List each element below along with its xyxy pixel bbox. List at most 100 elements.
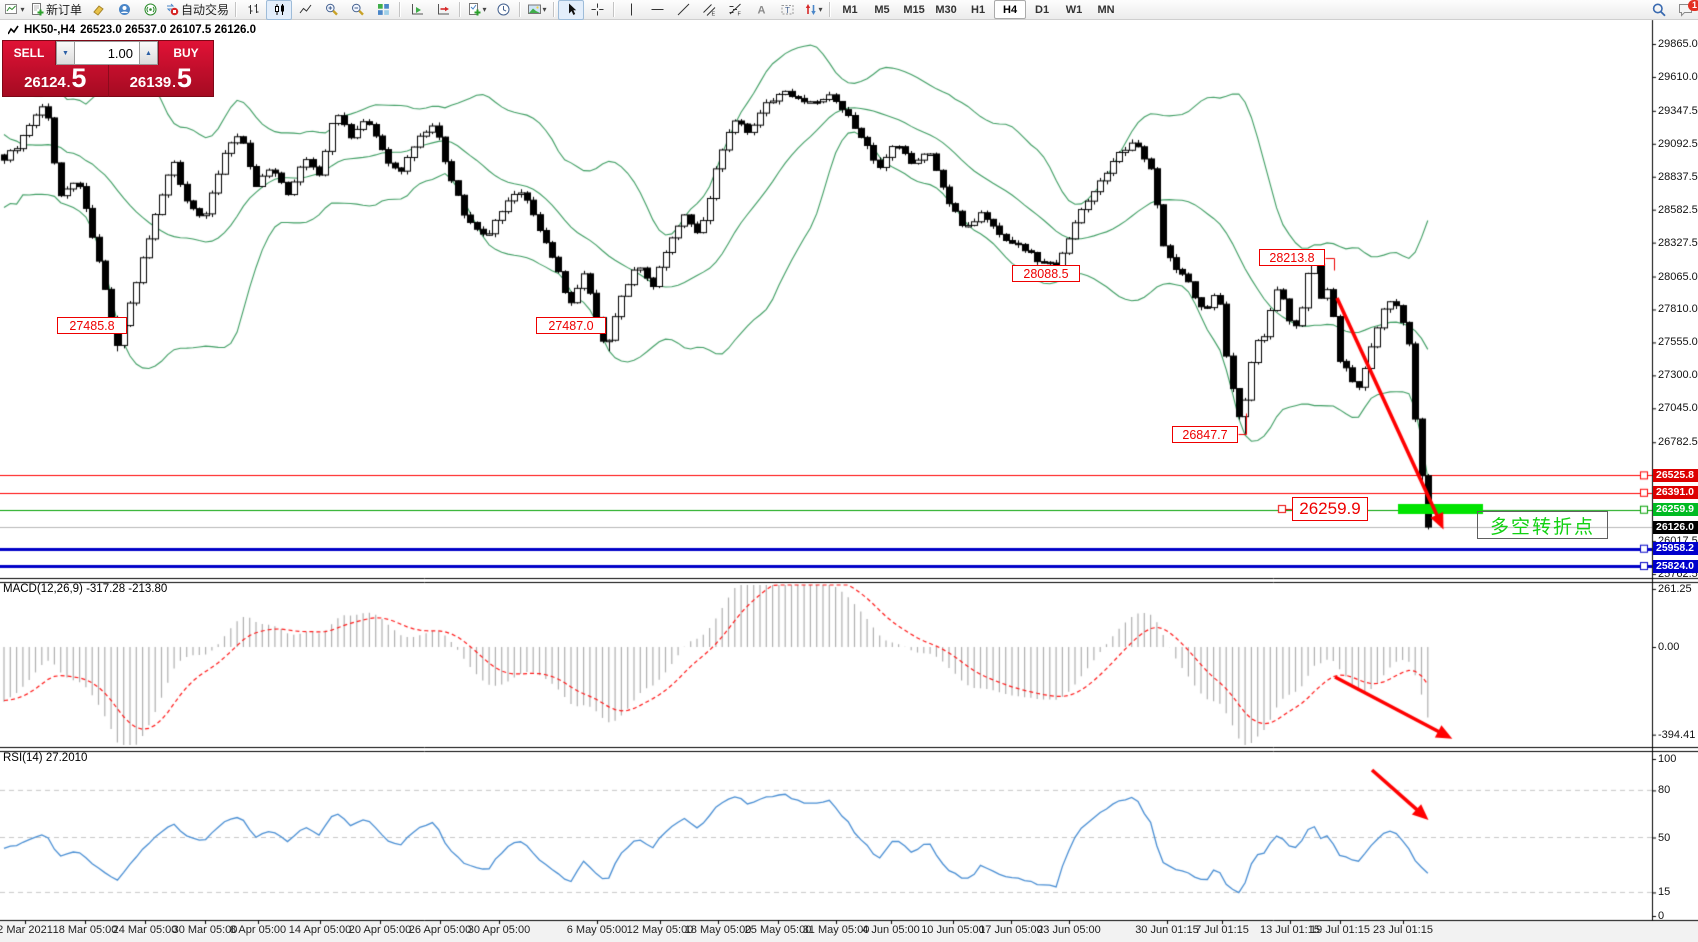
autotrading-button[interactable]: 自动交易 bbox=[163, 0, 232, 20]
time-axis-label: 7 Jul 01:15 bbox=[1195, 924, 1249, 936]
buy-button[interactable]: BUY bbox=[158, 41, 213, 65]
new-chart-icon[interactable]: ▾ bbox=[2, 0, 28, 20]
candlestick-chart-icon bbox=[273, 3, 286, 16]
toolbar-divider bbox=[829, 2, 832, 17]
text-icon[interactable]: A bbox=[748, 0, 774, 20]
chart-price-annotation[interactable]: 28088.5 bbox=[1012, 265, 1080, 282]
timeframe-h1-button[interactable]: H1 bbox=[971, 3, 986, 16]
candlestick-chart-icon[interactable] bbox=[266, 0, 293, 20]
dropdown-caret-icon: ▾ bbox=[482, 4, 487, 14]
price-axis-label: 27810.0 bbox=[1658, 303, 1698, 316]
price-tag: 26525.8 bbox=[1653, 468, 1698, 482]
chart-autoscroll-icon bbox=[411, 3, 424, 16]
sell-button[interactable]: SELL bbox=[3, 41, 56, 65]
templates-icon[interactable]: ▾ bbox=[524, 0, 550, 20]
templates-icon bbox=[527, 3, 541, 16]
vertical-line-icon bbox=[625, 3, 638, 16]
timeframe-m15-button[interactable]: M15 bbox=[903, 3, 925, 16]
search-icon bbox=[1652, 3, 1666, 17]
price-axis-label: 27555.0 bbox=[1658, 336, 1698, 349]
tile-windows-icon[interactable] bbox=[370, 0, 396, 20]
vertical-line-icon[interactable] bbox=[618, 0, 644, 20]
price-tag: 26391.0 bbox=[1653, 486, 1698, 500]
macd-indicator-label: MACD(12,26,9) -317.28 -213.80 bbox=[3, 583, 168, 595]
autotrade bbox=[166, 3, 179, 16]
community-icon[interactable] bbox=[111, 0, 137, 20]
timeframe-w1-button[interactable]: W1 bbox=[1065, 3, 1083, 16]
new-order-button[interactable]: 新订单 bbox=[28, 0, 85, 20]
channel-icon: E bbox=[702, 3, 716, 17]
notification-badge: 1 bbox=[1687, 0, 1698, 11]
chat-icon[interactable]: 1 bbox=[1672, 0, 1698, 20]
bar-chart-icon bbox=[247, 3, 260, 16]
bar-chart-icon[interactable] bbox=[240, 0, 266, 20]
time-axis-label: 19 Jul 01:15 bbox=[1310, 924, 1370, 936]
tile-windows-icon bbox=[377, 3, 390, 16]
volume-decrease-button[interactable]: ▼ bbox=[56, 41, 75, 65]
price-axis-label: 26782.5 bbox=[1658, 436, 1698, 449]
channel-icon[interactable]: E bbox=[696, 0, 722, 20]
rsi-axis-label: 15 bbox=[1658, 886, 1671, 899]
price-axis-label: 29610.0 bbox=[1658, 70, 1698, 83]
chart-price-annotation[interactable]: 27487.0 bbox=[536, 317, 606, 334]
eraser-icon[interactable] bbox=[85, 0, 111, 20]
chart-price-annotation[interactable]: 27485.8 bbox=[57, 317, 127, 334]
price-axis-label: 28837.5 bbox=[1658, 170, 1698, 183]
turning-point-annotation[interactable]: 多空转折点 bbox=[1477, 511, 1608, 539]
trendline-icon bbox=[677, 3, 690, 16]
search-icon[interactable] bbox=[1646, 0, 1672, 20]
zoom-out-icon[interactable] bbox=[344, 0, 370, 20]
add-indicator-icon[interactable]: ▾ bbox=[464, 0, 490, 20]
volume-increase-button[interactable]: ▲ bbox=[139, 41, 158, 65]
dropdown-caret-icon: ▾ bbox=[542, 4, 547, 14]
cursor-icon[interactable] bbox=[558, 0, 585, 20]
svg-text:F: F bbox=[737, 12, 741, 17]
zoom-in-icon[interactable] bbox=[318, 0, 344, 20]
signal-icon[interactable] bbox=[137, 0, 163, 20]
timeframe-m1-button[interactable]: M1 bbox=[842, 3, 858, 16]
chart-price-annotation[interactable]: 26847.7 bbox=[1172, 426, 1238, 443]
price-axis-label: 28327.5 bbox=[1658, 236, 1698, 249]
time-axis-label: 6 May 05:00 bbox=[566, 924, 628, 936]
fibonacci-icon: F bbox=[729, 3, 742, 16]
period-icon[interactable] bbox=[490, 0, 516, 20]
timeframe-m5-button[interactable]: M5 bbox=[874, 3, 890, 16]
time-axis-label: 13 Jul 01:15 bbox=[1260, 924, 1320, 936]
line-chart-icon[interactable] bbox=[292, 0, 318, 20]
chart-shift-icon[interactable] bbox=[430, 0, 456, 20]
timeframe-h4-button[interactable]: H4 bbox=[994, 0, 1027, 19]
trendline-icon[interactable] bbox=[670, 0, 696, 20]
shapes-icon[interactable]: ▾ bbox=[800, 0, 826, 20]
label-icon[interactable]: T bbox=[774, 0, 800, 20]
chart-title: HK50-,H4 26523.0 26537.0 26107.5 26126.0 bbox=[8, 24, 256, 36]
time-axis-label: 18 Mar 05:00 bbox=[52, 924, 118, 936]
timeframe-d1-button[interactable]: D1 bbox=[1035, 3, 1050, 16]
add-indicator-icon bbox=[468, 3, 481, 16]
price-axis-label: 29865.0 bbox=[1658, 38, 1698, 50]
toolbar-divider bbox=[399, 2, 402, 17]
crosshair-icon[interactable] bbox=[584, 0, 610, 20]
timeframe-mn-button[interactable]: MN bbox=[1097, 3, 1115, 16]
dropdown-caret-icon: ▾ bbox=[818, 4, 823, 14]
toolbar-divider bbox=[613, 2, 616, 17]
community-icon bbox=[118, 3, 131, 16]
fibonacci-icon[interactable]: F bbox=[722, 0, 748, 20]
price-axis-label: 27045.0 bbox=[1658, 402, 1698, 415]
horizontal-line-icon bbox=[651, 3, 664, 16]
svg-text:E: E bbox=[711, 12, 715, 17]
chart-price-annotation[interactable]: 26259.9 bbox=[1292, 497, 1368, 521]
chart-autoscroll-icon[interactable] bbox=[404, 0, 430, 20]
period-icon bbox=[497, 3, 510, 16]
timeframe-m30-button[interactable]: M30 bbox=[935, 3, 957, 16]
svg-text:A: A bbox=[757, 5, 765, 17]
toolbar-divider bbox=[235, 2, 238, 17]
line-chart-icon bbox=[299, 3, 312, 16]
volume-input[interactable]: 1.00 bbox=[75, 41, 139, 65]
ask-price: 26139. 5 bbox=[129, 63, 192, 93]
chart-price-annotation[interactable]: 28213.8 bbox=[1259, 249, 1325, 266]
price-axis-label: 29092.5 bbox=[1658, 137, 1698, 150]
chart-shift-icon bbox=[437, 3, 450, 16]
horizontal-line-icon[interactable] bbox=[644, 0, 670, 20]
